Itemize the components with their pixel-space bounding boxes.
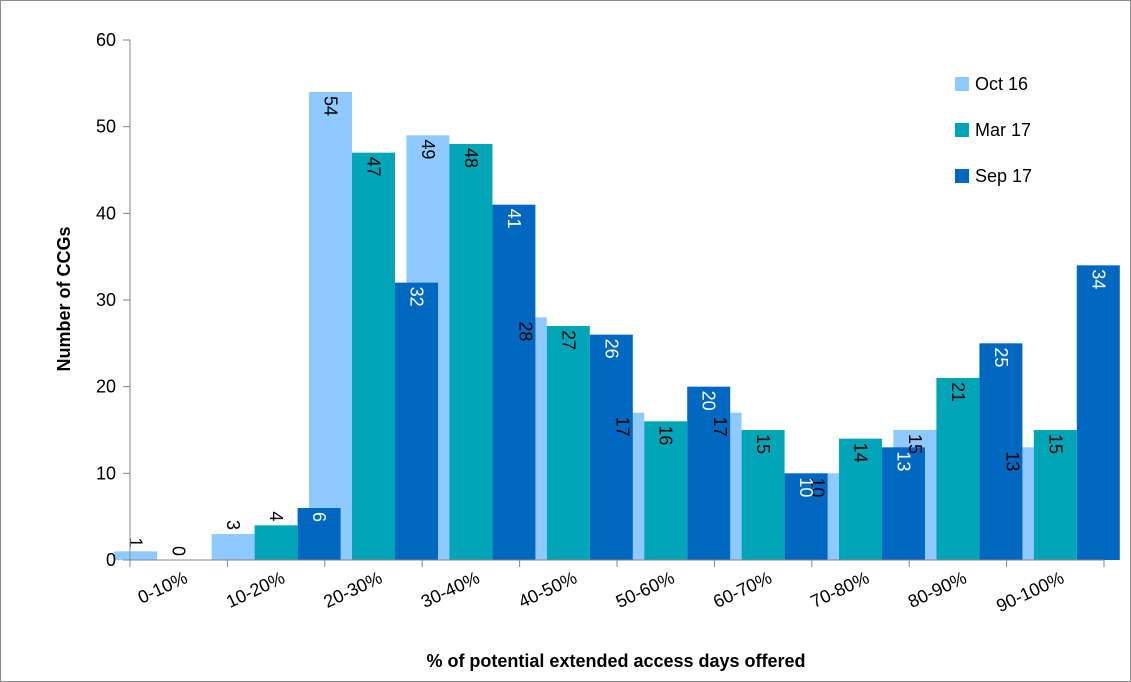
legend-swatch bbox=[955, 169, 969, 183]
data-label: 34 bbox=[1088, 269, 1108, 289]
bar-60-70%-sep-17 bbox=[784, 473, 828, 560]
data-label: 41 bbox=[504, 209, 524, 229]
bars-layer bbox=[114, 92, 1120, 561]
data-label: 13 bbox=[1002, 451, 1022, 471]
legend-label: Mar 17 bbox=[975, 120, 1031, 140]
data-label: 54 bbox=[321, 96, 341, 116]
bar-80-90%-mar-17 bbox=[936, 378, 980, 560]
bar-10-20%-oct-16 bbox=[211, 534, 255, 560]
y-axis-title: Number of CCGs bbox=[54, 226, 74, 371]
data-label: 20 bbox=[699, 391, 719, 411]
y-tick-label: 50 bbox=[96, 117, 116, 137]
data-label: 16 bbox=[656, 425, 676, 445]
data-label: 10 bbox=[796, 477, 816, 497]
bar-90-100%-mar-17 bbox=[1033, 430, 1077, 560]
data-label: 15 bbox=[905, 434, 925, 454]
y-tick-label: 20 bbox=[96, 377, 116, 397]
y-tick-label: 0 bbox=[106, 550, 116, 570]
bar-10-20%-sep-17 bbox=[297, 508, 341, 560]
data-label: 15 bbox=[1045, 434, 1065, 454]
data-label: 10 bbox=[808, 477, 828, 497]
data-label: 26 bbox=[601, 339, 621, 359]
bar-50-60%-mar-17 bbox=[644, 421, 688, 560]
data-label: 17 bbox=[710, 417, 730, 437]
data-label: 17 bbox=[613, 417, 633, 437]
bar-50-60%-sep-17 bbox=[687, 386, 731, 560]
legend-swatch bbox=[955, 77, 969, 91]
bar-40-50%-mar-17 bbox=[546, 326, 590, 560]
data-label: 25 bbox=[991, 347, 1011, 367]
data-label: 4 bbox=[266, 511, 286, 521]
bar-20-30%-mar-17 bbox=[352, 152, 395, 560]
bar-0-10%-oct-16 bbox=[114, 551, 158, 560]
data-label: 0 bbox=[169, 546, 189, 556]
y-tick-label: 30 bbox=[96, 290, 116, 310]
data-label: 21 bbox=[948, 382, 968, 402]
y-tick-label: 10 bbox=[96, 463, 116, 483]
data-label: 6 bbox=[309, 512, 329, 522]
data-label: 47 bbox=[364, 157, 384, 177]
data-label: 1 bbox=[126, 537, 146, 547]
data-label: 14 bbox=[851, 443, 871, 463]
bar-80-90%-sep-17 bbox=[979, 343, 1023, 560]
bar-10-20%-mar-17 bbox=[254, 525, 298, 560]
legend: Oct 16 Mar 17 Sep 17 bbox=[955, 74, 1032, 186]
bar-70-80%-mar-17 bbox=[839, 438, 882, 560]
legend-label: Oct 16 bbox=[975, 74, 1028, 94]
data-label: 28 bbox=[515, 321, 535, 341]
axes-layer bbox=[123, 39, 1105, 567]
y-tick-label: 40 bbox=[96, 203, 116, 223]
bar-30-40%-sep-17 bbox=[492, 204, 536, 560]
legend-swatch bbox=[955, 123, 969, 137]
bar-70-80%-sep-17 bbox=[882, 447, 925, 560]
data-label: 3 bbox=[223, 520, 243, 530]
bar-90-100%-sep-17 bbox=[1076, 265, 1120, 560]
data-label: 49 bbox=[418, 139, 438, 159]
bar-40-50%-sep-17 bbox=[589, 334, 633, 560]
bar-20-30%-oct-16 bbox=[309, 92, 352, 560]
bar-20-30%-sep-17 bbox=[395, 282, 438, 560]
bar-60-70%-mar-17 bbox=[741, 430, 785, 560]
x-axis-title: % of potential extended access days offe… bbox=[426, 651, 805, 671]
data-label: 32 bbox=[407, 287, 427, 307]
data-label: 13 bbox=[894, 451, 914, 471]
legend-label: Sep 17 bbox=[975, 166, 1032, 186]
data-label: 27 bbox=[558, 330, 578, 350]
data-label: 48 bbox=[461, 148, 481, 168]
data-label: 15 bbox=[753, 434, 773, 454]
bar-30-40%-mar-17 bbox=[449, 144, 493, 560]
y-tick-label: 60 bbox=[96, 30, 116, 50]
